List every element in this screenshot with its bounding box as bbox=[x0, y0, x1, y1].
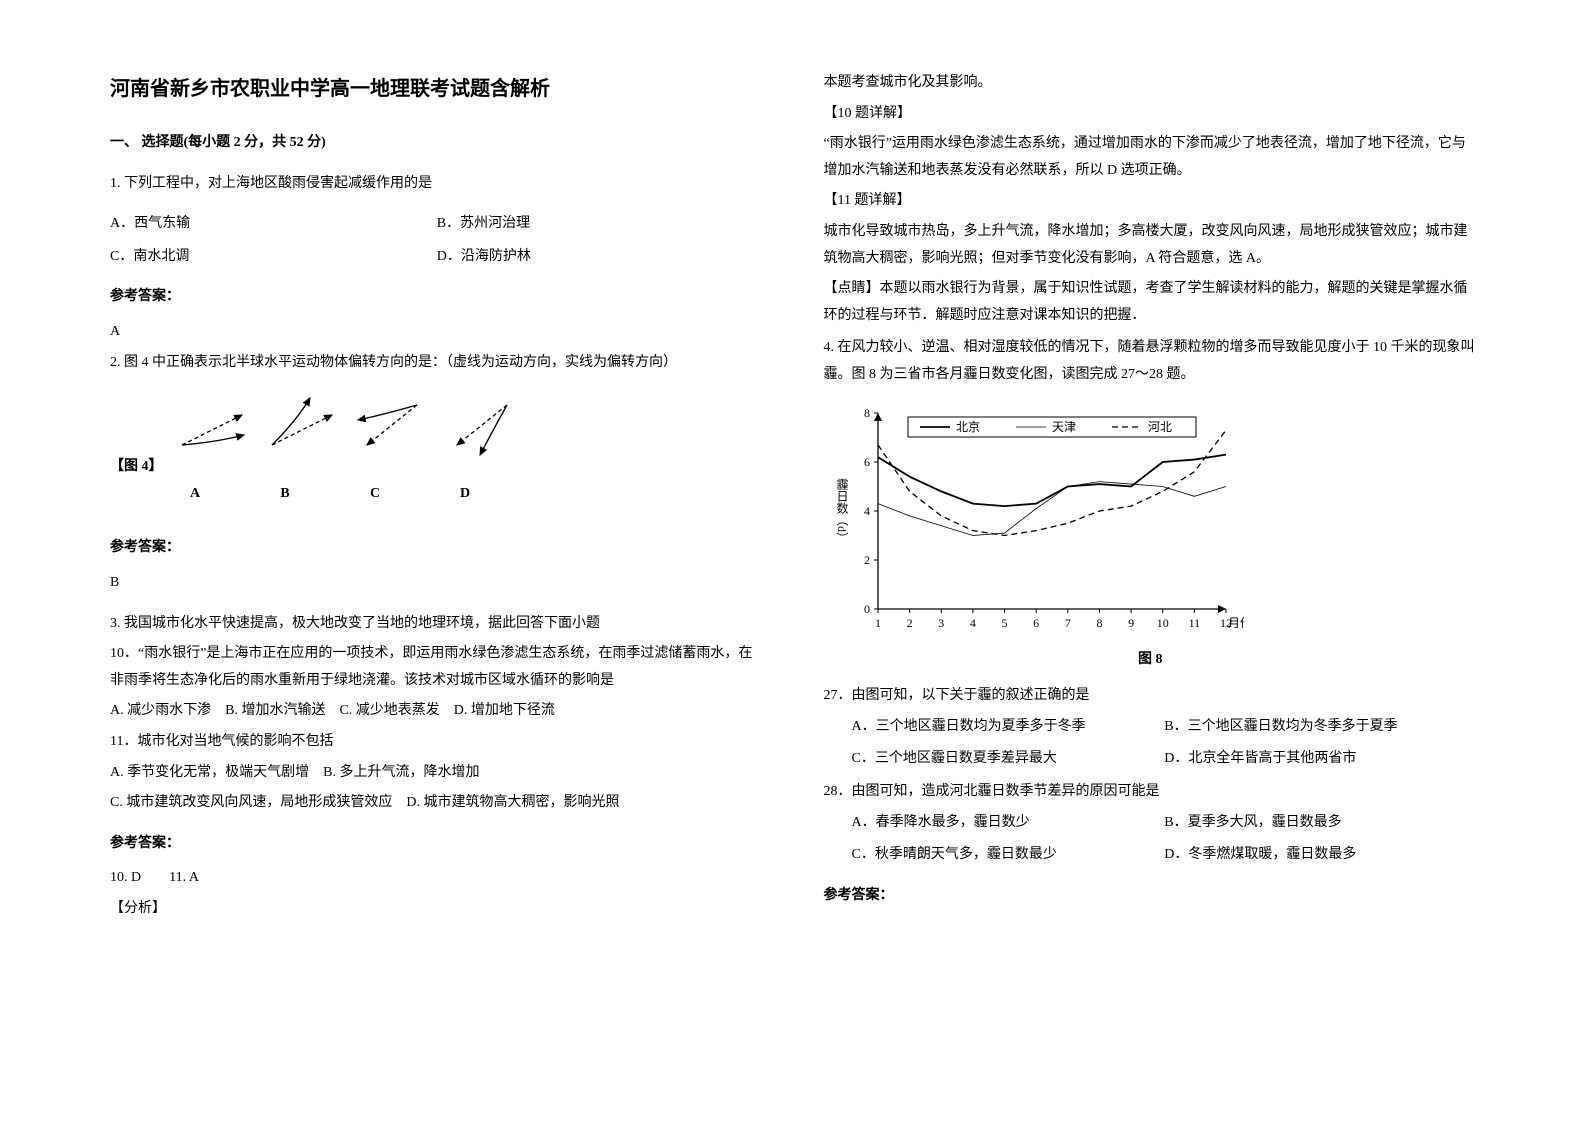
q3-stem: 3. 我国城市化水平快速提高，极大地改变了当地的地理环境，据此回答下面小题 bbox=[110, 611, 764, 638]
q27-d: D．北京全年皆高于其他两省市 bbox=[1164, 746, 1477, 773]
r-exp11a: 城市化导致城市热岛，多上升气流，降水增加；多高楼大厦，改变风向风速，局地形成狭管… bbox=[824, 219, 1478, 272]
left-column: 河南省新乡市农职业中学高一地理联考试题含解析 一、 选择题(每小题 2 分，共 … bbox=[90, 70, 794, 1082]
q27-c: C．三个地区霾日数夏季差异最大 bbox=[852, 746, 1165, 773]
figure-8-caption: 图 8 bbox=[824, 647, 1478, 674]
q3-answers: 10. D 11. A bbox=[110, 865, 764, 892]
q4-figure: 02468123456789101112月份霾日数（d）北京天津河北 图 8 bbox=[824, 401, 1478, 674]
q28-c: C．秋季晴朗天气多，霾日数最少 bbox=[852, 842, 1165, 869]
q2-stem: 2. 图 4 中正确表示北半球水平运动物体偏转方向的是：（虚线为运动方向，实线为… bbox=[110, 350, 764, 377]
q28-row2: C．秋季晴朗天气多，霾日数最少 D．冬季燃煤取暖，霾日数最多 bbox=[824, 842, 1478, 869]
q27-row1: A．三个地区霾日数均为夏季多于冬季 B．三个地区霾日数均为冬季多于夏季 bbox=[824, 714, 1478, 741]
svg-text:霾日数（d）: 霾日数（d） bbox=[835, 477, 849, 543]
q1-answer: A bbox=[110, 319, 764, 346]
svg-text:9: 9 bbox=[1128, 616, 1134, 630]
svg-text:11: 11 bbox=[1188, 616, 1200, 630]
r-line1: 本题考查城市化及其影响。 bbox=[824, 70, 1478, 97]
q1-options-row-2: C．南水北调 D．沿海防护林 bbox=[110, 244, 764, 271]
q1-opt-b: B．苏州河治理 bbox=[437, 211, 764, 238]
q1-options-row-1: A．西气东输 B．苏州河治理 bbox=[110, 211, 764, 238]
svg-text:2: 2 bbox=[906, 616, 912, 630]
r-h11: 【11 题详解】 bbox=[824, 188, 1478, 215]
q28-row1: A．春季降水最多，霾日数少 B．夏季多大风，霾日数最多 bbox=[824, 810, 1478, 837]
q1-stem: 1. 下列工程中，对上海地区酸雨侵害起减缓作用的是 bbox=[110, 171, 764, 198]
svg-text:月份: 月份 bbox=[1228, 616, 1244, 630]
q1-opt-d: D．沿海防护林 bbox=[437, 244, 764, 271]
q1-answer-label: 参考答案： bbox=[110, 284, 764, 311]
svg-text:2: 2 bbox=[864, 553, 870, 567]
q4-answer-label: 参考答案： bbox=[824, 883, 1478, 910]
q1-opt-c: C．南水北调 bbox=[110, 244, 437, 271]
q2-label-d: D bbox=[420, 481, 510, 508]
svg-text:10: 10 bbox=[1156, 616, 1168, 630]
q2-label-a: A bbox=[150, 481, 240, 508]
q3-answer-label: 参考答案： bbox=[110, 831, 764, 858]
svg-text:北京: 北京 bbox=[956, 420, 980, 434]
svg-text:3: 3 bbox=[938, 616, 944, 630]
q3-sub10: 10．“雨水银行”是上海市正在应用的一项技术，即运用雨水绿色渗滤生态系统，在雨季… bbox=[110, 641, 764, 694]
r-exp11b: 【点睛】本题以雨水银行为背景，属于知识性试题，考查了学生解读材料的能力，解题的关… bbox=[824, 276, 1478, 329]
q3-opts11b: C. 城市建筑改变风向风速，局地形成狭管效应 D. 城市建筑物高大稠密，影响光照 bbox=[110, 790, 764, 817]
page-title: 河南省新乡市农职业中学高一地理联考试题含解析 bbox=[110, 70, 764, 108]
svg-text:0: 0 bbox=[864, 602, 870, 616]
q2-label-b: B bbox=[240, 481, 330, 508]
svg-text:1: 1 bbox=[875, 616, 881, 630]
right-column: 本题考查城市化及其影响。 【10 题详解】 “雨水银行”运用雨水绿色渗滤生态系统… bbox=[794, 70, 1498, 1082]
q3-opts10: A. 减少雨水下渗 B. 增加水汽输送 C. 减少地表蒸发 D. 增加地下径流 bbox=[110, 698, 764, 725]
svg-text:5: 5 bbox=[1001, 616, 1007, 630]
svg-text:8: 8 bbox=[864, 406, 870, 420]
svg-text:7: 7 bbox=[1064, 616, 1070, 630]
r-exp10: “雨水银行”运用雨水绿色渗滤生态系统，通过增加雨水的下渗而减少了地表径流，增加了… bbox=[824, 131, 1478, 184]
svg-text:河北: 河北 bbox=[1148, 420, 1172, 434]
figure-8-svg: 02468123456789101112月份霾日数（d）北京天津河北 bbox=[824, 401, 1244, 641]
q28-d: D．冬季燃煤取暖，霾日数最多 bbox=[1164, 842, 1477, 869]
r-h10: 【10 题详解】 bbox=[824, 101, 1478, 128]
q4-stem: 4. 在风力较小、逆温、相对湿度较低的情况下，随着悬浮颗粒物的增多而导致能见度小… bbox=[824, 335, 1478, 388]
svg-text:8: 8 bbox=[1096, 616, 1102, 630]
q27-b: B．三个地区霾日数均为冬季多于夏季 bbox=[1164, 714, 1477, 741]
svg-text:6: 6 bbox=[864, 455, 870, 469]
q2-figure-label: 【图 4】 bbox=[110, 454, 163, 481]
q28-a: A．春季降水最多，霾日数少 bbox=[852, 810, 1165, 837]
q27-a: A．三个地区霾日数均为夏季多于冬季 bbox=[852, 714, 1165, 741]
q3-analysis-label: 【分析】 bbox=[110, 896, 764, 923]
figure-4-svg bbox=[172, 390, 532, 470]
q1-opt-a: A．西气东输 bbox=[110, 211, 437, 238]
svg-text:4: 4 bbox=[969, 616, 975, 630]
svg-text:6: 6 bbox=[1033, 616, 1039, 630]
q28-b: B．夏季多大风，霾日数最多 bbox=[1164, 810, 1477, 837]
q28-stem: 28．由图可知，造成河北霾日数季节差异的原因可能是 bbox=[824, 779, 1478, 806]
q2-answer-label: 参考答案： bbox=[110, 535, 764, 562]
q3-sub11: 11．城市化对当地气候的影响不包括 bbox=[110, 729, 764, 756]
svg-text:天津: 天津 bbox=[1052, 420, 1076, 434]
q2-figure: 【图 4】 bbox=[110, 390, 764, 507]
section-header: 一、 选择题(每小题 2 分，共 52 分) bbox=[110, 130, 764, 157]
q27-row2: C．三个地区霾日数夏季差异最大 D．北京全年皆高于其他两省市 bbox=[824, 746, 1478, 773]
q2-panel-labels: A B C D bbox=[150, 481, 510, 508]
q27-stem: 27．由图可知，以下关于霾的叙述正确的是 bbox=[824, 683, 1478, 710]
q2-answer: B bbox=[110, 570, 764, 597]
q2-label-c: C bbox=[330, 481, 420, 508]
q3-opts11a: A. 季节变化无常，极端天气剧增 B. 多上升气流，降水增加 bbox=[110, 760, 764, 787]
svg-text:4: 4 bbox=[864, 504, 870, 518]
